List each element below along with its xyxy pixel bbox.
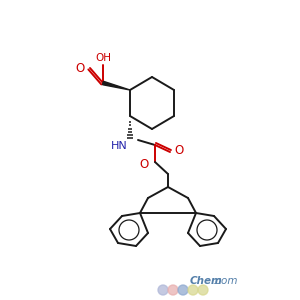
Text: OH: OH xyxy=(95,53,111,63)
Text: O: O xyxy=(174,145,183,158)
Circle shape xyxy=(178,285,188,295)
Circle shape xyxy=(198,285,208,295)
Circle shape xyxy=(158,285,168,295)
Polygon shape xyxy=(103,81,130,90)
Text: Chem: Chem xyxy=(190,276,223,286)
Text: .com: .com xyxy=(212,276,238,286)
Text: O: O xyxy=(140,158,149,170)
Circle shape xyxy=(168,285,178,295)
Text: O: O xyxy=(76,61,85,74)
Circle shape xyxy=(188,285,198,295)
Text: HN: HN xyxy=(111,141,128,151)
